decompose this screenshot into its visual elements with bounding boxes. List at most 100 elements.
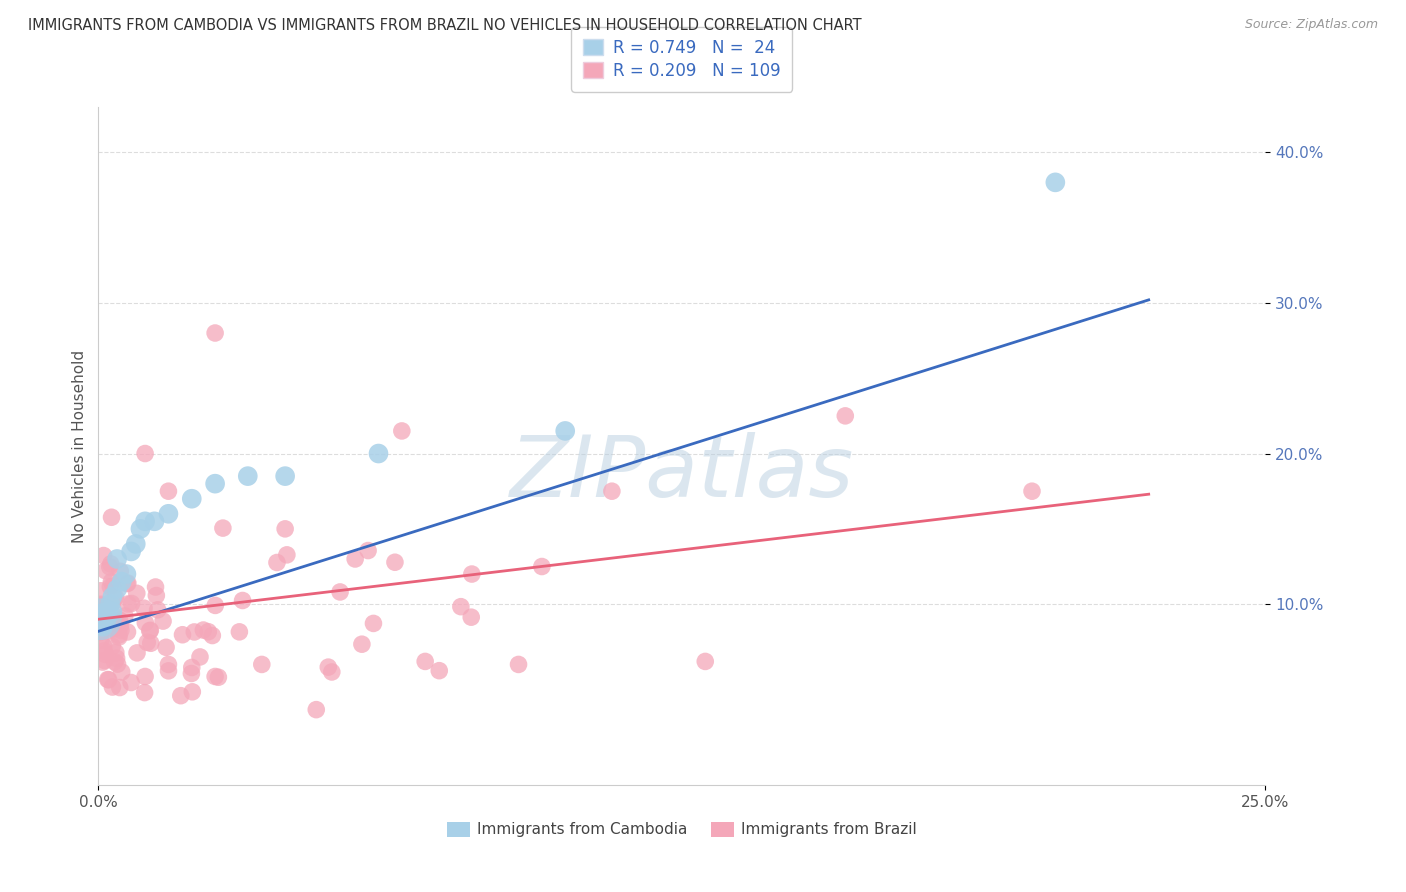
Point	[94, 648, 117, 662]
Point	[94, 564, 117, 578]
Point	[98, 623, 121, 637]
Point	[157, 484, 180, 499]
Point	[170, 689, 193, 703]
Point	[97, 673, 120, 687]
Point	[98, 560, 121, 574]
Point	[105, 552, 128, 566]
Text: Source: ZipAtlas.com: Source: ZipAtlas.com	[1244, 18, 1378, 31]
Point	[110, 618, 132, 632]
Point	[104, 614, 127, 628]
Point	[695, 655, 717, 669]
Point	[100, 510, 122, 524]
Point	[120, 544, 142, 558]
Point	[101, 680, 124, 694]
Point	[461, 567, 484, 582]
Point	[188, 649, 211, 664]
Point	[321, 665, 343, 679]
Point	[90, 612, 112, 626]
Point	[193, 623, 215, 637]
Point	[100, 574, 122, 589]
Point	[139, 624, 162, 638]
Point	[145, 580, 167, 594]
Point	[117, 597, 139, 611]
Point	[111, 665, 134, 679]
Point	[204, 326, 226, 340]
Point	[367, 446, 389, 460]
Point	[98, 597, 121, 611]
Point	[157, 657, 180, 672]
Point	[344, 552, 367, 566]
Point	[132, 601, 155, 615]
Point	[204, 669, 226, 683]
Point	[554, 424, 576, 438]
Point	[90, 604, 112, 618]
Point	[305, 703, 328, 717]
Point	[110, 624, 132, 638]
Point	[363, 616, 385, 631]
Point	[93, 549, 115, 563]
Point	[97, 673, 120, 687]
Point	[204, 599, 226, 613]
Point	[91, 655, 114, 669]
Point	[180, 660, 202, 674]
Point	[108, 681, 131, 695]
Point	[180, 491, 202, 506]
Point	[120, 675, 142, 690]
Point	[108, 628, 131, 642]
Point	[108, 613, 131, 627]
Point	[155, 640, 177, 655]
Point	[450, 599, 472, 614]
Point	[93, 644, 115, 658]
Point	[100, 557, 122, 571]
Point	[316, 660, 339, 674]
Point	[101, 622, 124, 636]
Point	[105, 582, 128, 596]
Point	[276, 548, 298, 562]
Point	[134, 669, 156, 683]
Point	[134, 615, 156, 630]
Point	[146, 603, 169, 617]
Point	[101, 605, 124, 619]
Point	[197, 624, 219, 639]
Point	[121, 597, 143, 611]
Point	[90, 583, 112, 598]
Point	[93, 640, 115, 654]
Point	[157, 507, 180, 521]
Point	[460, 610, 482, 624]
Point	[212, 521, 235, 535]
Point	[384, 555, 406, 569]
Point	[104, 655, 127, 669]
Point	[129, 522, 152, 536]
Point	[90, 597, 112, 611]
Point	[391, 424, 413, 438]
Point	[228, 624, 250, 639]
Point	[125, 586, 148, 600]
Point	[104, 645, 127, 659]
Point	[91, 620, 114, 634]
Point	[90, 599, 112, 613]
Point	[101, 640, 124, 654]
Point	[201, 628, 224, 642]
Point	[134, 514, 156, 528]
Point	[143, 514, 166, 528]
Point	[172, 628, 194, 642]
Point	[180, 666, 202, 681]
Point	[139, 624, 162, 638]
Point	[508, 657, 530, 672]
Y-axis label: No Vehicles in Household: No Vehicles in Household	[72, 350, 87, 542]
Point	[115, 567, 138, 582]
Point	[427, 664, 450, 678]
Text: IMMIGRANTS FROM CAMBODIA VS IMMIGRANTS FROM BRAZIL NO VEHICLES IN HOUSEHOLD CORR: IMMIGRANTS FROM CAMBODIA VS IMMIGRANTS F…	[28, 18, 862, 33]
Point	[90, 632, 112, 647]
Point	[329, 585, 352, 599]
Point	[152, 614, 174, 628]
Point	[274, 469, 297, 483]
Point	[90, 613, 112, 627]
Point	[145, 589, 167, 603]
Point	[157, 664, 180, 678]
Point	[90, 612, 112, 626]
Point	[104, 591, 127, 605]
Point	[413, 655, 436, 669]
Point	[90, 624, 112, 639]
Point	[94, 609, 117, 624]
